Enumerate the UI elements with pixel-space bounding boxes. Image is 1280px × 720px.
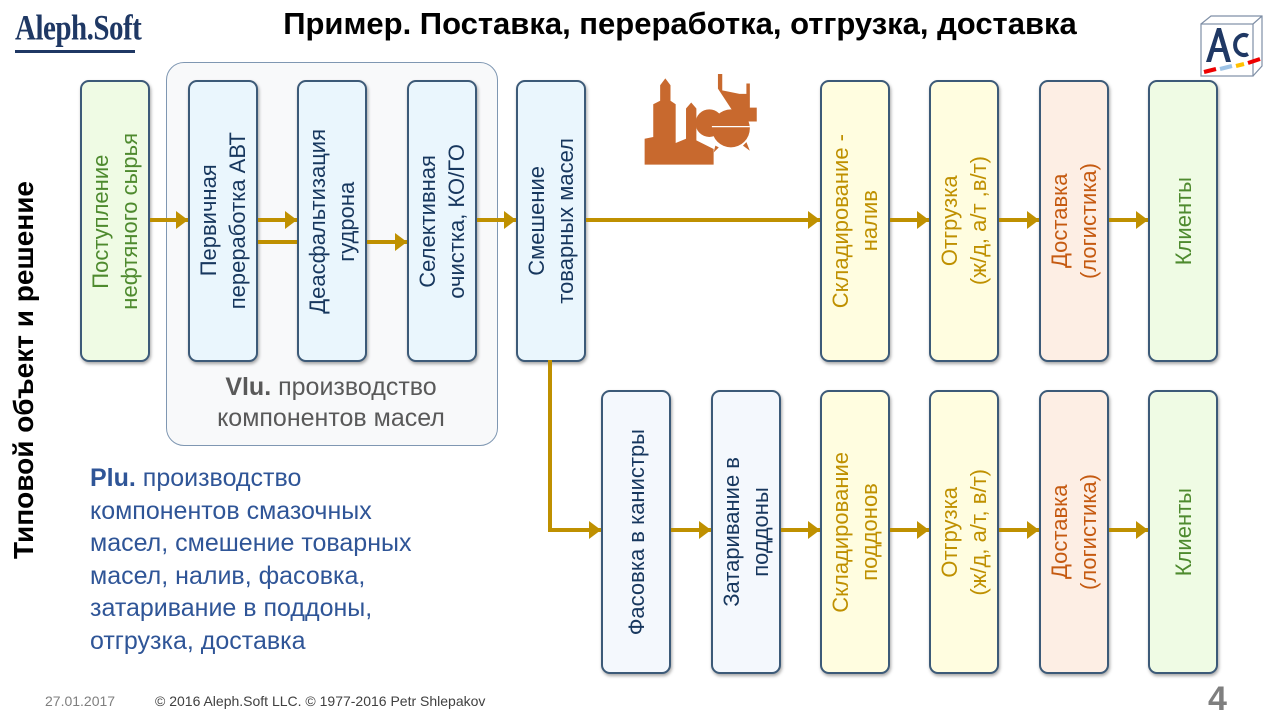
vlu-label-text: производство компонентов масел xyxy=(217,373,445,432)
arrowhead xyxy=(176,211,188,229)
arrowhead xyxy=(808,521,820,539)
process-step-box: Деасфальтизация гудрона xyxy=(297,80,367,362)
arrowhead xyxy=(504,211,516,229)
arrowhead xyxy=(1027,211,1039,229)
flow-line xyxy=(548,360,601,532)
logo-underline xyxy=(15,50,135,53)
arrowhead xyxy=(395,233,407,251)
process-step-box: Клиенты xyxy=(1148,390,1218,674)
arrowhead xyxy=(1136,521,1148,539)
arrowhead xyxy=(1136,211,1148,229)
ac-cube-logo xyxy=(1200,15,1263,77)
process-step-box: Отгрузка (ж/д, а/т, в/т) xyxy=(929,390,999,674)
process-step-box: Поступление нефтяного сырья xyxy=(80,80,150,362)
aleph-soft-logo: Aleph.Soft xyxy=(15,8,142,48)
arrowhead xyxy=(699,521,711,539)
process-step-box: Доставка (логистика) xyxy=(1039,390,1109,674)
process-step-box: Складирование - налив xyxy=(820,80,890,362)
arrowhead xyxy=(917,211,929,229)
footer-date: 27.01.2017 xyxy=(45,693,116,709)
arrowhead xyxy=(917,521,929,539)
process-step-box: Фасовка в канистры xyxy=(601,390,671,674)
arrowhead xyxy=(285,211,297,229)
page-number: 4 xyxy=(1208,680,1227,718)
process-step-box: Клиенты xyxy=(1148,80,1218,362)
plu-text: производство компонентов смазочных масел… xyxy=(90,464,412,655)
footer-copyright: © 2016 Aleph.Soft LLC. © 1977-2016 Petr … xyxy=(155,693,486,709)
refinery-icon xyxy=(644,74,757,165)
process-step-box: Селективная очистка, КО/ГО xyxy=(407,80,477,362)
process-step-box: Первичная переработка АВТ xyxy=(188,80,258,362)
process-step-box: Складирование поддонов xyxy=(820,390,890,674)
slide-title: Пример. Поставка, переработка, отгрузка,… xyxy=(283,6,1077,41)
arrowhead xyxy=(808,211,820,229)
process-step-box: Смешение товарных масел xyxy=(516,80,586,362)
vlu-label-bold: Vlu. xyxy=(225,373,272,401)
process-step-box: Затаривание в поддоны xyxy=(711,390,781,674)
vlu-group-label: Vlu. производство компонентов масел xyxy=(166,372,496,434)
process-step-box: Отгрузка (ж/д, а/т ,в/т) xyxy=(929,80,999,362)
plu-bold: Plu. xyxy=(90,464,136,492)
plu-description: Plu. производство компонентов смазочных … xyxy=(90,462,411,657)
arrowhead xyxy=(589,521,601,539)
arrowhead xyxy=(1027,521,1039,539)
process-step-box: Доставка (логистика) xyxy=(1039,80,1109,362)
